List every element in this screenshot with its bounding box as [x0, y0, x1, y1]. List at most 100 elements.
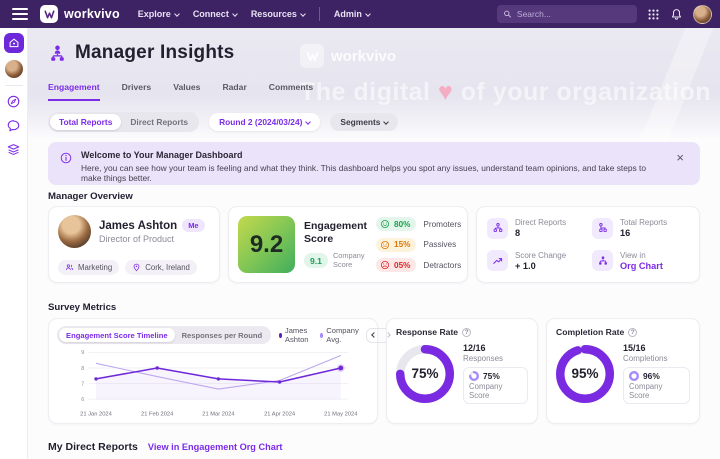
- brand[interactable]: workvivo: [40, 5, 120, 23]
- stat-view-org-chart: View in Org Chart: [592, 248, 689, 275]
- banner-close-icon[interactable]: ×: [676, 150, 684, 165]
- response-rate-title: Response Rate: [396, 327, 459, 337]
- reports-toggle: Total Reports Direct Reports: [48, 112, 200, 132]
- hierarchy-person-icon: [592, 217, 613, 239]
- chart-legend: James Ashton Company Avg.: [279, 326, 360, 344]
- hamburger-menu-icon[interactable]: [12, 8, 28, 20]
- company-score-value: 9.1: [304, 253, 328, 269]
- left-sidebar: [0, 28, 28, 459]
- sidebar-divider: [4, 85, 23, 86]
- chart-tab-responses[interactable]: Responses per Round: [181, 330, 263, 340]
- layers-icon: [7, 144, 20, 155]
- search-input[interactable]: [497, 5, 637, 23]
- tab-drivers[interactable]: Drivers: [121, 82, 152, 92]
- promoters-pill: 80%: [376, 217, 417, 231]
- direct-reports-title: My Direct Reports: [48, 441, 138, 453]
- top-navbar: workvivo Explore Connect Resources Admin: [0, 0, 720, 28]
- help-icon[interactable]: ?: [628, 327, 638, 337]
- round-dropdown[interactable]: Round 2 (2024/03/24): [209, 113, 321, 131]
- help-icon[interactable]: ?: [462, 327, 472, 337]
- profile-name: James Ashton: [99, 219, 178, 232]
- engagement-org-chart-link[interactable]: View in Engagement Org Chart: [147, 442, 283, 452]
- topbar-right: [497, 4, 712, 24]
- user-avatar[interactable]: [693, 4, 712, 24]
- org-chart-link[interactable]: Org Chart: [620, 260, 663, 271]
- segments-dropdown[interactable]: Segments: [330, 113, 399, 131]
- completion-rate-card: Completion Rate ? 95% 15/16 Completions: [546, 318, 700, 424]
- nav-item-admin[interactable]: Admin: [334, 9, 371, 19]
- filter-bar: Total Reports Direct Reports Round 2 (20…: [48, 112, 399, 132]
- neutral-face-icon: [381, 240, 390, 249]
- nav-item-connect[interactable]: Connect: [193, 9, 238, 19]
- tab-engagement[interactable]: Engagement: [48, 82, 100, 101]
- response-company-box: 75% Company Score: [463, 367, 528, 404]
- home-icon: [9, 38, 18, 48]
- profile-role: Director of Product: [99, 234, 175, 244]
- chevron-down-icon: [300, 10, 306, 17]
- toggle-total-reports[interactable]: Total Reports: [50, 114, 122, 130]
- stat-total-reports: Total Reports 16: [592, 215, 689, 242]
- svg-text:6: 6: [81, 397, 84, 403]
- mini-ring-icon: [469, 371, 479, 381]
- survey-metrics-row: Engagement Score Timeline Responses per …: [48, 318, 700, 424]
- search-icon: [504, 10, 512, 18]
- sidebar-item-profile[interactable]: [4, 60, 23, 78]
- legend-company-avg: Company Avg.: [319, 326, 361, 344]
- chevron-down-icon: [173, 10, 180, 17]
- org-chart-icon: [51, 45, 64, 61]
- nps-breakdown: 80% Promoters 15% Pa: [376, 215, 461, 274]
- toggle-direct-reports[interactable]: Direct Reports: [130, 117, 189, 127]
- reports-stats-card: Direct Reports 8 Total Reports 16: [476, 206, 700, 283]
- legend-dot-secondary: [319, 332, 324, 338]
- nav-item-explore[interactable]: Explore: [138, 9, 180, 19]
- nav-item-resources[interactable]: Resources: [251, 9, 306, 19]
- chart-tab-timeline[interactable]: Engagement Score Timeline: [59, 328, 175, 342]
- tab-comments[interactable]: Comments: [268, 82, 314, 92]
- legend-dot-primary: [279, 332, 282, 338]
- sidebar-item-spaces[interactable]: [5, 141, 22, 158]
- manager-overview-title: Manager Overview: [48, 191, 133, 202]
- svg-text:7: 7: [81, 381, 84, 387]
- engagement-timeline-chart: 6 7 8 9 21 Jan 2024 21 Feb 2024 21 Mar 2024 21 …: [80, 350, 358, 417]
- pager-prev-icon[interactable]: [367, 329, 381, 342]
- notifications-bell-icon[interactable]: [670, 8, 683, 21]
- chevron-down-icon: [383, 118, 390, 125]
- apps-grid-icon[interactable]: [647, 8, 660, 21]
- svg-text:21 Feb 2024: 21 Feb 2024: [141, 411, 174, 417]
- response-rate-card: Response Rate ? 75% 12/16 Responses: [386, 318, 538, 424]
- page-title: Manager Insights: [75, 42, 235, 63]
- chevron-down-icon: [365, 10, 371, 17]
- chevron-down-icon: [231, 10, 238, 17]
- profile-card: James Ashton Me Director of Product Ma: [48, 206, 220, 283]
- sidebar-item-home[interactable]: [3, 33, 24, 53]
- detractors-row: 05% Detractors: [376, 258, 461, 272]
- engagement-chart-card: Engagement Score Timeline Responses per …: [48, 318, 397, 424]
- tab-radar[interactable]: Radar: [222, 82, 247, 92]
- compass-icon: [7, 95, 20, 108]
- completion-fraction-label: Completions: [623, 354, 668, 363]
- passives-row: 15% Passives: [376, 237, 461, 252]
- department-tag: Marketing: [58, 260, 120, 275]
- tab-values[interactable]: Values: [173, 82, 201, 92]
- sidebar-item-explore[interactable]: [5, 93, 22, 110]
- response-fraction: 12/16: [463, 343, 486, 353]
- frown-face-icon: [381, 261, 390, 269]
- location-tag: Cork, Ireland: [125, 260, 197, 275]
- direct-reports-header: My Direct Reports View in Engagement Org…: [48, 441, 282, 453]
- completion-rate-donut: 95%: [556, 344, 614, 403]
- survey-metrics-title: Survey Metrics: [48, 302, 117, 313]
- nav-divider: [318, 7, 320, 21]
- sidebar-item-chat[interactable]: [5, 117, 22, 134]
- people-icon: [65, 264, 74, 271]
- passives-pill: 15%: [376, 237, 417, 252]
- legend-james-ashton: James Ashton: [279, 326, 311, 344]
- completion-rate-title: Completion Rate: [556, 327, 625, 337]
- stat-direct-reports: Direct Reports 8: [487, 215, 584, 242]
- promoters-row: 80% Promoters: [376, 217, 461, 231]
- map-pin-icon: [133, 263, 140, 272]
- banner-body: Here, you can see how your team is feeli…: [81, 163, 647, 183]
- chat-bubble-icon: [7, 120, 20, 132]
- svg-text:21 Mar 2024: 21 Mar 2024: [202, 411, 235, 417]
- engagement-score-label: Engagement Score: [304, 219, 368, 245]
